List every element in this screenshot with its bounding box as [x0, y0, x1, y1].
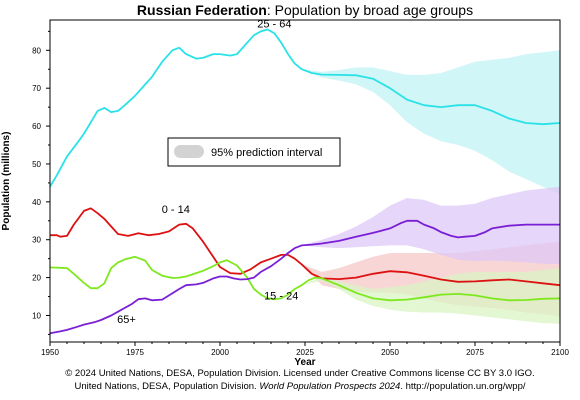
- x-tick-label: 2075: [466, 348, 484, 357]
- x-axis: 1950 1975 2000 2025 2050 2075 2100: [41, 342, 569, 357]
- line-65-plus: [49, 219, 560, 335]
- x-tick-label: 2050: [381, 348, 399, 357]
- y-tick-label: 70: [32, 84, 41, 93]
- y-axis-title: Population (millions): [1, 132, 12, 231]
- y-tick-label: 60: [32, 122, 41, 131]
- label-15-24: 15 - 24: [264, 291, 298, 303]
- footer-source-title: World Population Prospects 2024: [259, 381, 400, 392]
- label-0-14: 0 - 14: [162, 204, 190, 216]
- legend-label: 95% prediction interval: [211, 147, 322, 159]
- line-15-24: [49, 255, 561, 302]
- y-tick-label: 80: [32, 46, 41, 55]
- y-tick-label: 20: [32, 274, 41, 283]
- x-tick-label: 1950: [41, 348, 59, 357]
- legend-swatch: [174, 145, 204, 158]
- footer-source: United Nations, DESA, Population Divisio…: [75, 381, 526, 392]
- legend: 95% prediction interval: [167, 137, 341, 167]
- line-25-64: [49, 28, 561, 188]
- band-65-plus: [301, 186, 560, 265]
- y-tick-label: 30: [32, 236, 41, 245]
- series-lines: [49, 28, 561, 335]
- y-tick-label: 40: [32, 198, 41, 207]
- y-tick-label: 10: [32, 311, 41, 320]
- footer-copyright: © 2024 United Nations, DESA, Population …: [65, 368, 534, 379]
- chart-title-rest: : Population by broad age groups: [267, 2, 473, 18]
- line-0-14: [50, 207, 561, 287]
- label-65-plus: 65+: [117, 314, 136, 326]
- y-tick-label: 50: [32, 160, 41, 169]
- prediction-interval-bands: [301, 50, 560, 324]
- x-tick-label: 2025: [296, 348, 314, 357]
- label-25-64: 25 - 64: [257, 19, 291, 31]
- x-axis-title: Year: [294, 357, 315, 368]
- x-tick-label: 2000: [211, 348, 229, 357]
- band-25-64: [301, 50, 560, 195]
- footer-source-suffix: . http://population.un.org/wpp/: [400, 381, 526, 392]
- chart-title-country: Russian Federation: [137, 2, 267, 18]
- x-tick-label: 2100: [551, 348, 569, 357]
- x-tick-label: 1975: [126, 348, 144, 357]
- chart-title: Russian Federation: Population by broad …: [137, 2, 473, 18]
- footer-source-prefix: United Nations, DESA, Population Divisio…: [75, 381, 260, 392]
- series-labels: 25 - 64 0 - 14 15 - 24 65+: [117, 19, 298, 327]
- y-axis: 10 20 30 40 50 60 70 80: [32, 30, 50, 335]
